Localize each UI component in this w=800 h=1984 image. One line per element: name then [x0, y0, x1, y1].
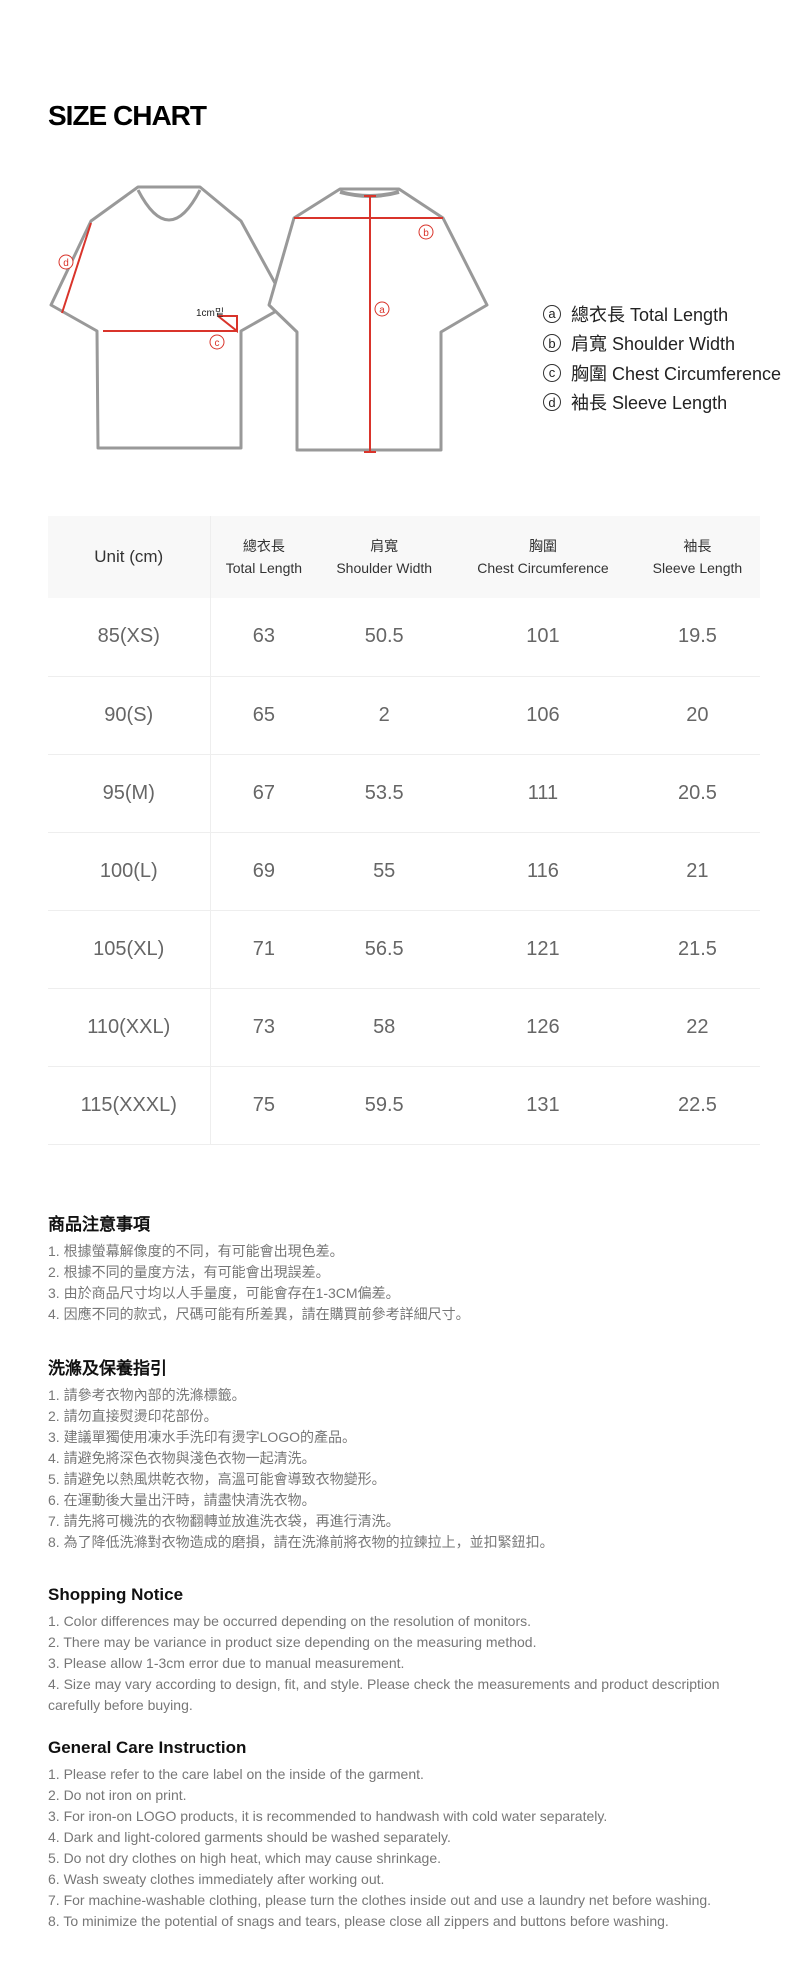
measurement-legend: a 總衣長 Total Length b 肩寬 Shoulder Width c 胸圍… — [543, 299, 781, 417]
list-item: 4. Dark and light-colored garments shoul… — [48, 1829, 451, 1845]
marker-b: b — [418, 224, 434, 240]
page-title: SIZE CHART — [48, 100, 207, 131]
list-item: 5. 請避免以熱風烘乾衣物，高溫可能會導致衣物變形。 — [48, 1471, 386, 1487]
list-item: 3. For iron-on LOGO products, it is reco… — [48, 1808, 608, 1824]
measurement-cell: 63 — [210, 598, 318, 677]
measurement-cell: 101 — [451, 598, 635, 677]
offset-note: 1cm밑 — [196, 307, 224, 319]
size-cell: 85(XS) — [48, 598, 211, 677]
front-shirt-outline — [49, 185, 289, 450]
list-item: 4. 因應不同的款式，尺碼可能有所差異，請在購買前參考詳細尺寸。 — [48, 1306, 470, 1322]
table-row: 115(XXXL) 75 59.5 131 22.5 — [48, 1066, 760, 1145]
notes-section-zh-care: 洗滌及保養指引 1. 請參考衣物內部的洗滌標籤。 2. 請勿直接熨燙印花部份。 3. … — [48, 1358, 748, 1553]
back-shirt-outline — [267, 187, 489, 452]
size-cell: 90(S) — [48, 676, 211, 755]
measurement-cell: 59.5 — [317, 1066, 452, 1145]
measurement-cell: 111 — [451, 754, 635, 833]
table-row: 90(S) 65 2 106 20 — [48, 676, 760, 755]
measurement-cell: 21.5 — [634, 910, 760, 989]
measurement-cell: 126 — [451, 988, 635, 1067]
measurement-cell: 69 — [210, 832, 318, 911]
col-header: 總衣長 Total Length — [210, 516, 318, 598]
notes-section-care-instruction: General Care Instruction 1. Please refer … — [48, 1737, 748, 1932]
table-row: 85(XS) 63 50.5 101 19.5 — [48, 598, 760, 677]
front-neckline — [136, 189, 202, 222]
legend-item: d 袖長 Sleeve Length — [543, 388, 781, 418]
measurement-cell: 55 — [317, 832, 452, 911]
measurement-cell: 22 — [634, 988, 760, 1067]
list-item: 8. 為了降低洗滌對衣物造成的磨損，請在洗滌前將衣物的拉鍊拉上，並扣緊鈕扣。 — [48, 1534, 554, 1550]
size-cell: 95(M) — [48, 754, 211, 833]
list-item: 3. Please allow 1-3cm error due to manua… — [48, 1655, 405, 1671]
unit-header: Unit (cm) — [48, 516, 211, 598]
measurement-cell: 22.5 — [634, 1066, 760, 1145]
list-item: 4. Size may vary according to design, fi… — [48, 1676, 720, 1713]
table-row: 105(XL) 71 56.5 121 21.5 — [48, 910, 760, 989]
table-row: 100(L) 69 55 116 21 — [48, 832, 760, 911]
list-item: 3. 建議單獨使用凍水手洗印有燙字LOGO的產品。 — [48, 1429, 357, 1445]
svg-text:a: a — [379, 305, 385, 316]
measurement-cell: 71 — [210, 910, 318, 989]
measurement-cell: 20.5 — [634, 754, 760, 833]
col-header: 肩寬 Shoulder Width — [317, 516, 452, 598]
list-item: 2. There may be variance in product size… — [48, 1634, 537, 1650]
list-item: 1. 根據螢幕解像度的不同，有可能會出現色差。 — [48, 1243, 344, 1259]
legend-item: c 胸圍 Chest Circumference — [543, 358, 781, 388]
measurement-cell: 67 — [210, 754, 318, 833]
size-cell: 105(XL) — [48, 910, 211, 989]
measurement-cell: 19.5 — [634, 598, 760, 677]
size-cell: 110(XXL) — [48, 988, 211, 1067]
legend-item: a 總衣長 Total Length — [543, 299, 781, 329]
list-item: 2. 請勿直接熨燙印花部份。 — [48, 1408, 218, 1424]
svg-text:c: c — [215, 338, 220, 349]
size-cell: 115(XXXL) — [48, 1066, 211, 1145]
list-item: 3. 由於商品尺寸均以人手量度，可能會存在1-3CM偏差。 — [48, 1285, 400, 1301]
measurement-cell: 2 — [317, 676, 452, 755]
tshirt-measurement-diagram: a b c d 1cm밑 — [49, 185, 489, 453]
list-item: 6. 在運動後大量出汗時，請盡快清洗衣物。 — [48, 1492, 316, 1508]
measurement-cell: 65 — [210, 676, 318, 755]
list-item: 1. Color differences may be occurred dep… — [48, 1613, 532, 1629]
list-item: 7. 請先將可機洗的衣物翻轉並放進洗衣袋，再進行清洗。 — [48, 1513, 400, 1529]
list-item: 2. 根據不同的量度方法，有可能會出現誤差。 — [48, 1264, 330, 1280]
measurement-cell: 21 — [634, 832, 760, 911]
list-item: 4. 請避免將深色衣物與淺色衣物一起清洗。 — [48, 1450, 316, 1466]
measurement-cell: 73 — [210, 988, 318, 1067]
table-row: 110(XXL) 73 58 126 22 — [48, 988, 760, 1067]
measurement-cell: 20 — [634, 676, 760, 755]
legend-item: b 肩寬 Shoulder Width — [543, 329, 781, 359]
measurement-cell: 121 — [451, 910, 635, 989]
svg-text:d: d — [63, 258, 69, 269]
list-item: 7. For machine-washable clothing, please… — [48, 1892, 712, 1908]
notes-section-shopping-notice: Shopping Notice 1. Color differences may … — [48, 1584, 748, 1716]
size-cell: 100(L) — [48, 832, 211, 911]
list-item: 8. To minimize the potential of snags an… — [48, 1913, 669, 1929]
table-header-row: Unit (cm) 總衣長 Total Length 肩寬 Shoulder Wid… — [48, 516, 760, 598]
measurement-cell: 131 — [451, 1066, 635, 1145]
list-item: 1. Please refer to the care label on the… — [48, 1766, 424, 1782]
measurement-cell: 75 — [210, 1066, 318, 1145]
size-table: Unit (cm) 總衣長 Total Length 肩寬 Shoulder Wid… — [48, 516, 760, 1145]
notes-section-zh-notice: 商品注意事項 1. 根據螢幕解像度的不同，有可能會出現色差。 2. 根據不同的量度方… — [48, 1214, 748, 1325]
measurement-cell: 106 — [451, 676, 635, 755]
measurement-cell: 116 — [451, 832, 635, 911]
marker-c: c — [209, 334, 225, 350]
measurement-cell: 58 — [317, 988, 452, 1067]
list-item: 1. 請參考衣物內部的洗滌標籤。 — [48, 1387, 246, 1403]
list-item: 2. Do not iron on print. — [48, 1787, 187, 1803]
marker-a: a — [374, 301, 390, 317]
svg-text:b: b — [423, 228, 429, 239]
measurement-cell: 56.5 — [317, 910, 452, 989]
table-row: 95(M) 67 53.5 111 20.5 — [48, 754, 760, 833]
measurement-cell: 53.5 — [317, 754, 452, 833]
list-item: 6. Wash sweaty clothes immediately after… — [48, 1871, 385, 1887]
col-header: 袖長 Sleeve Length — [634, 516, 760, 598]
list-item: 5. Do not dry clothes on high heat, whic… — [48, 1850, 441, 1866]
measurement-cell: 50.5 — [317, 598, 452, 677]
marker-d: d — [58, 254, 74, 270]
col-header: 胸圍 Chest Circumference — [451, 516, 635, 598]
